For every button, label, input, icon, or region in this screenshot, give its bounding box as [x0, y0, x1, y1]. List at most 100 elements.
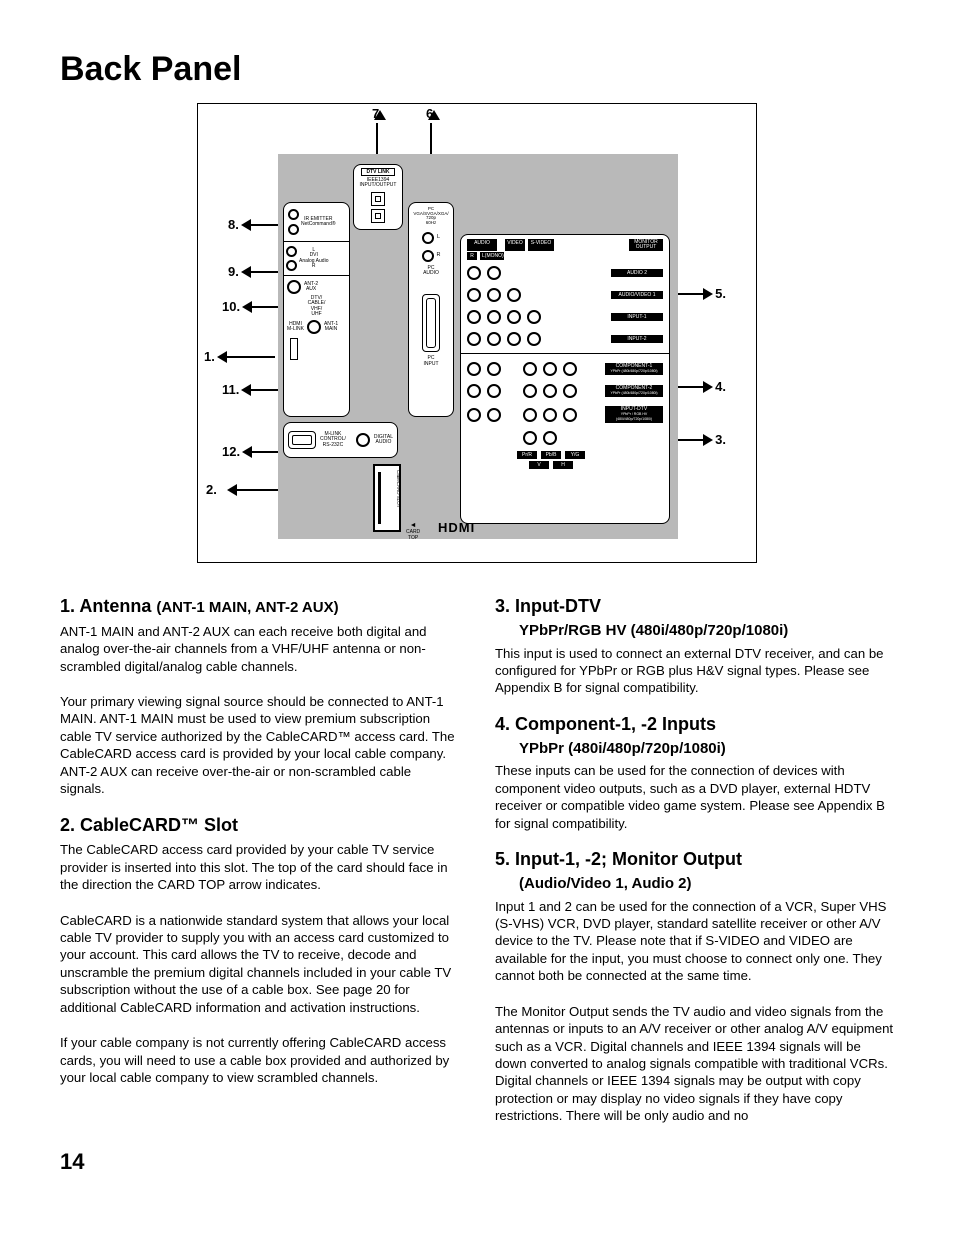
callout-4-label: 4.: [715, 379, 726, 394]
dtv-h: [543, 431, 557, 445]
dtv-pb: [543, 408, 557, 422]
text-columns: 1. Antenna (ANT-1 MAIN, ANT-2 AUX) ANT-1…: [60, 593, 894, 1125]
callout-2: 2.: [206, 482, 285, 497]
dvi-jack-r: [286, 260, 297, 271]
dtv-v: [523, 431, 537, 445]
a2-r: [467, 266, 481, 280]
mlink-block: M-LINK CONTROL/ RS-232C DIGITAL AUDIO: [283, 422, 398, 458]
dtvlink-block: DTV LINK IEEE1394 INPUT/OUTPUT: [353, 164, 403, 230]
i2-l: [487, 332, 501, 346]
audio2-label: AUDIO 2: [611, 269, 663, 277]
s5-p2: The Monitor Output sends the TV audio an…: [495, 1003, 894, 1125]
hdmi-logo: HDMI: [438, 520, 475, 535]
hdmi-jack: [307, 320, 321, 334]
page-title: Back Panel: [60, 50, 894, 89]
c1-y: [563, 362, 577, 376]
s1-p1: ANT-1 MAIN and ANT-2 AUX can each receiv…: [60, 623, 459, 675]
dtv-cable-label: DTV/ CABLE/ VHF/ UHF: [284, 296, 349, 317]
pc-r-label: R: [437, 253, 441, 259]
callout-10-label: 10.: [222, 299, 240, 314]
row-inputdtv: INPUT-DTVYPbPr / RGB HV (480i/480p/720p/…: [467, 406, 663, 423]
callout-11-label: 11.: [222, 382, 239, 397]
callout-12: 12.: [222, 444, 280, 459]
yg-label: Y/G: [565, 451, 585, 459]
s1-title-a: 1. Antenna: [60, 596, 156, 616]
av1-r: [467, 288, 481, 302]
left-column: 1. Antenna (ANT-1 MAIN, ANT-2 AUX) ANT-1…: [60, 593, 459, 1125]
callout-5: 5.: [673, 286, 726, 301]
pc-block: PC VGA/SVGA/XGA/ 720p 60Hz L R PC AUDIO …: [408, 202, 454, 417]
c2-pr: [523, 384, 537, 398]
diagram-frame: 7. 6. 8. 9. 10.: [197, 103, 757, 563]
pr-label: Pr/R: [517, 451, 537, 459]
i2-v: [507, 332, 521, 346]
i1-r: [467, 310, 481, 324]
page: Back Panel 7. 6. 8. 9.: [0, 0, 954, 1205]
page-number: 14: [60, 1149, 894, 1175]
hdr-video: VIDEO: [505, 239, 525, 251]
ant1-label: ANT-1 MAIN: [324, 322, 338, 333]
left-column-block: IR EMITTER NetCommand® L DVI Analog Audi…: [283, 202, 350, 417]
ir-jack-1: [288, 209, 299, 220]
row-comp1: COMPONENT-1YPbPr (480i/480p/720p/1080i): [467, 362, 663, 376]
s4-p1: These inputs can be used for the connect…: [495, 762, 894, 832]
ypbpr-labels: Pr/R Pb/B Y/G: [517, 451, 663, 459]
ieee-label: IEEE1394 INPUT/OUTPUT: [354, 178, 402, 189]
hdr-svideo: S-VIDEO: [528, 239, 554, 251]
input2-label: INPUT-2: [611, 335, 663, 343]
dtv-l: [487, 408, 501, 422]
card-top-text: CARD TOP: [406, 529, 420, 541]
back-panel-diagram: 7. 6. 8. 9. 10.: [197, 103, 757, 563]
card-top-label: ◄CARD TOP: [406, 516, 420, 541]
a2-l: [487, 266, 501, 280]
c1-r: [467, 362, 481, 376]
pc-header: PC VGA/SVGA/XGA/ 720p 60Hz: [409, 207, 453, 226]
pb-label: Pb/B: [541, 451, 561, 459]
ant2-label: ANT-2 AUX: [304, 282, 318, 293]
c1-pb: [543, 362, 557, 376]
dtv-sub: YPbPr / RGB HV (480i/480p/720p/1080i): [616, 412, 652, 421]
pc-r-jack: [422, 250, 434, 262]
callout-4: 4.: [673, 379, 726, 394]
component1-label: COMPONENT-1YPbPr (480i/480p/720p/1080i): [605, 363, 663, 375]
s1-title-b: (ANT-1 MAIN, ANT-2 AUX): [156, 599, 338, 616]
c2-pb: [543, 384, 557, 398]
callout-5-label: 5.: [715, 286, 726, 301]
av1-label: AUDIO/VIDEO 1: [611, 291, 663, 299]
s1-p2: Your primary viewing signal source shoul…: [60, 693, 459, 798]
row-input1: INPUT-1: [467, 310, 663, 324]
row-input2: INPUT-2: [467, 332, 663, 346]
callout-3: 3.: [673, 432, 726, 447]
card-slot-opening: [378, 472, 381, 524]
s2-p3: If your cable company is not currently o…: [60, 1034, 459, 1086]
callout-12-label: 12.: [222, 444, 240, 459]
i1-v: [507, 310, 521, 324]
callout-2-label: 2.: [206, 482, 217, 497]
component2-label: COMPONENT-2YPbPr (480i/480p/720p/1080i): [605, 385, 663, 397]
callout-8: 8.: [228, 217, 281, 232]
hdmi-mlink-label: HDMI M-LINK: [287, 322, 304, 333]
rs232-port: [288, 431, 316, 449]
c2-y: [563, 384, 577, 398]
av1-v: [507, 288, 521, 302]
hdr-monitor: MONITOR OUTPUT: [629, 239, 663, 251]
section-5-sub: (Audio/Video 1, Audio 2): [495, 874, 894, 894]
hdr-lmono: L(MONO): [480, 252, 504, 260]
comp1-sub: YPbPr (480i/480p/720p/1080i): [610, 369, 657, 373]
v-label: V: [529, 461, 549, 469]
callout-7: 7.: [372, 106, 383, 161]
h-label: H: [553, 461, 573, 469]
callout-1: 1.: [204, 349, 275, 364]
dtv-y: [563, 408, 577, 422]
section-1-title: 1. Antenna (ANT-1 MAIN, ANT-2 AUX): [60, 595, 459, 619]
dtv-link-label: DTV LINK: [361, 168, 395, 176]
c1-pr: [523, 362, 537, 376]
s3-p1: This input is used to connect an externa…: [495, 645, 894, 697]
callout-8-label: 8.: [228, 217, 239, 232]
c2-l: [487, 384, 501, 398]
pc-vga-port: [422, 294, 440, 352]
hdr-r: R: [467, 252, 477, 260]
ieee-port-1: [371, 192, 385, 206]
section-3-sub: YPbPr/RGB HV (480i/480p/720p/1080i): [495, 621, 894, 641]
callout-6: 6.: [426, 106, 437, 161]
